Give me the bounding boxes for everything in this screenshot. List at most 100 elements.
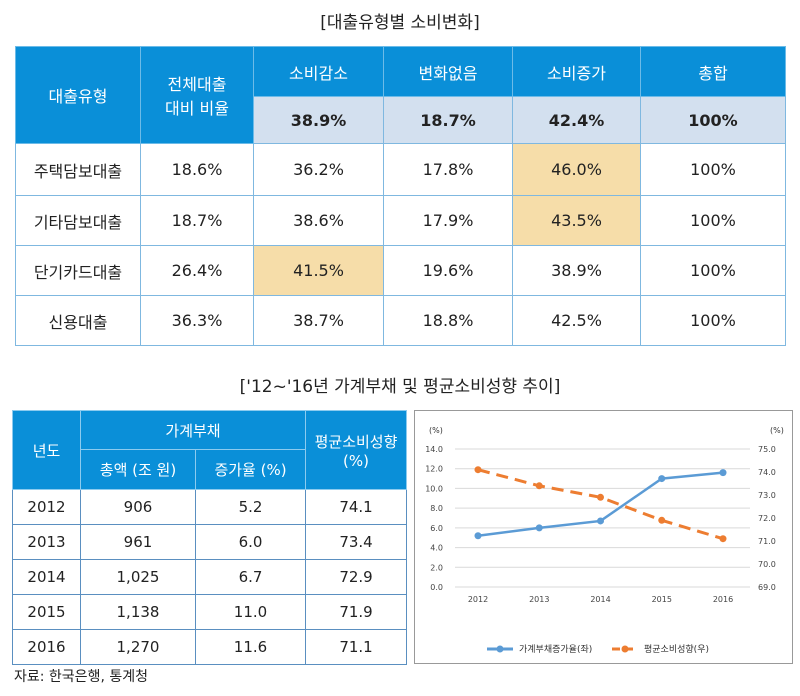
left-tick-label: 10.0 [425, 484, 443, 493]
right-tick-label: 71.0 [758, 537, 776, 546]
table-row: 2012 906 5.2 74.1 [12, 489, 408, 525]
loan-type-table: 대출유형 전체대출 대비 비율 소비감소 변화없음 소비증가 총합 38.9% … [15, 46, 786, 346]
right-tick-label: 75.0 [758, 445, 776, 454]
legend-label: 가계부채증가율(좌) [519, 643, 592, 655]
data-point [658, 475, 666, 483]
right-tick-label: 73.0 [758, 491, 776, 500]
data-point [474, 466, 482, 474]
header-apc: 평균소비성향 (%) [305, 410, 408, 490]
left-tick-label: 12.0 [425, 465, 443, 474]
right-axis-unit: (%) [770, 426, 784, 435]
cell: 2013 [12, 524, 81, 560]
cell: 71.1 [305, 629, 408, 665]
table-row: 2014 1,025 6.7 72.9 [12, 559, 408, 595]
header-nochange: 변화없음 [383, 46, 513, 97]
cell: 36.3% [140, 295, 254, 346]
left-tick-label: 8.0 [430, 504, 443, 513]
total-decrease: 38.9% [253, 96, 384, 144]
cell: 100% [640, 143, 786, 196]
cell: 6.0 [194, 524, 307, 560]
data-point [535, 524, 543, 532]
right-tick-label: 70.0 [758, 560, 776, 569]
cell: 신용대출 [15, 295, 141, 346]
header-growth: 증가율 (%) [194, 449, 307, 490]
cell: 기타담보대출 [15, 195, 141, 246]
legend-marker [496, 645, 504, 653]
highlight-cell: 46.0% [512, 143, 641, 196]
total-increase: 42.4% [512, 96, 641, 144]
cell: 1,138 [80, 594, 196, 630]
cell: 2016 [12, 629, 81, 665]
cell: 6.7 [194, 559, 307, 595]
x-tick-label: 2016 [713, 595, 733, 604]
cell: 100% [640, 295, 786, 346]
cell: 906 [80, 489, 196, 525]
cell: 38.7% [253, 295, 384, 346]
table-row: 2015 1,138 11.0 71.9 [12, 594, 408, 630]
header-loan-type: 대출유형 [15, 46, 141, 144]
highlight-cell: 41.5% [253, 245, 384, 296]
cell: 1,270 [80, 629, 196, 665]
data-point [719, 535, 727, 543]
x-tick-label: 2012 [468, 595, 488, 604]
data-point [719, 469, 727, 477]
table-row: 단기카드대출 26.4% 41.5% 19.6% 38.9% 100% [15, 245, 786, 296]
header-ratio: 전체대출 대비 비율 [140, 46, 254, 144]
cell: 17.9% [383, 195, 513, 246]
right-tick-label: 74.0 [758, 468, 776, 477]
data-point [658, 516, 666, 524]
table-row: 주택담보대출 18.6% 36.2% 17.8% 46.0% 100% [15, 143, 786, 196]
cell: 38.9% [512, 245, 641, 296]
cell: 11.0 [194, 594, 307, 630]
cell: 19.6% [383, 245, 513, 296]
cell: 단기카드대출 [15, 245, 141, 296]
cell: 38.6% [253, 195, 384, 246]
chart-panel: (%) (%) 0.0 2.0 4.0 6.0 8.0 10.0 12.0 14.0 69.0 70.… [414, 410, 793, 664]
cell: 100% [640, 245, 786, 296]
cell: 5.2 [194, 489, 307, 525]
cell: 18.6% [140, 143, 254, 196]
cell: 1,025 [80, 559, 196, 595]
highlight-cell: 43.5% [512, 195, 641, 246]
cell: 주택담보대출 [15, 143, 141, 196]
header-total: 총액 (조 원) [80, 449, 196, 490]
left-tick-label: 14.0 [425, 445, 443, 454]
x-tick-label: 2014 [590, 595, 610, 604]
cell: 961 [80, 524, 196, 560]
data-point [597, 517, 604, 525]
table-row: 2013 961 6.0 73.4 [12, 524, 408, 560]
table-row: 2016 1,270 11.6 71.1 [12, 629, 408, 665]
left-tick-label: 6.0 [430, 524, 443, 533]
cell: 26.4% [140, 245, 254, 296]
table-row: 기타담보대출 18.7% 38.6% 17.9% 43.5% 100% [15, 195, 786, 246]
x-tick-label: 2015 [652, 595, 672, 604]
data-point [597, 493, 604, 501]
household-debt-table: 년도 가계부채 평균소비성향 (%) 총액 (조 원) 증가율 (%) 2012 906… [12, 410, 408, 665]
cell: 18.8% [383, 295, 513, 346]
cell: 2015 [12, 594, 81, 630]
header-decrease: 소비감소 [253, 46, 384, 97]
cell: 71.9 [305, 594, 408, 630]
cell: 36.2% [253, 143, 384, 196]
cell: 100% [640, 195, 786, 246]
legend-label: 평균소비성향(우) [644, 643, 709, 655]
right-tick-label: 72.0 [758, 514, 776, 523]
left-tick-label: 0.0 [430, 583, 443, 592]
table1-title: [대출유형별 소비변화] [320, 13, 480, 33]
table-row: 신용대출 36.3% 38.7% 18.8% 42.5% 100% [15, 295, 786, 346]
source-note: 자료: 한국은행, 통계청 [14, 669, 148, 685]
cell: 17.8% [383, 143, 513, 196]
line-chart: (%) (%) 0.0 2.0 4.0 6.0 8.0 10.0 12.0 14.0 69.0 70.… [425, 426, 784, 655]
total-sum: 100% [640, 96, 786, 144]
total-nochange: 18.7% [383, 96, 513, 144]
cell: 72.9 [305, 559, 408, 595]
header-increase: 소비증가 [512, 46, 641, 97]
left-tick-label: 2.0 [430, 563, 443, 572]
legend-marker [621, 645, 629, 653]
cell: 11.6 [194, 629, 307, 665]
cell: 42.5% [512, 295, 641, 346]
cell: 18.7% [140, 195, 254, 246]
cell: 2014 [12, 559, 81, 595]
x-tick-label: 2013 [529, 595, 549, 604]
cell: 74.1 [305, 489, 408, 525]
